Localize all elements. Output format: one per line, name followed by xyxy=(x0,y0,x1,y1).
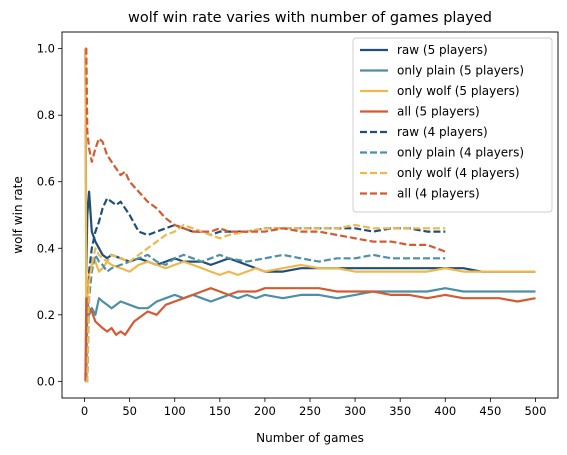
y-tick-label: 0.0 xyxy=(37,374,55,388)
y-tick-label: 0.4 xyxy=(37,241,55,255)
x-tick-label: 300 xyxy=(344,404,366,418)
legend-label-5: raw (4 players) xyxy=(397,125,488,139)
series-line-1 xyxy=(84,48,536,273)
x-tick-label: 0 xyxy=(81,404,88,418)
x-tick-label: 350 xyxy=(389,404,411,418)
x-tick-label: 250 xyxy=(299,404,321,418)
legend: raw (5 players) only plain (5 players) onl… xyxy=(352,37,553,213)
legend-label-4: all (5 players) xyxy=(397,105,480,119)
x-tick-label: 150 xyxy=(209,404,231,418)
x-tick-label: 400 xyxy=(434,404,456,418)
x-tick-label: 450 xyxy=(479,404,501,418)
y-axis-label: wolf win rate xyxy=(11,176,25,253)
chart-title: wolf win rate varies with number of game… xyxy=(128,10,492,26)
legend-label-7: only wolf (4 players) xyxy=(397,166,520,180)
x-tick-label: 500 xyxy=(524,404,546,418)
series-line-2 xyxy=(85,287,536,383)
legend-label-1: raw (5 players) xyxy=(397,43,488,57)
y-tick-label: 0.2 xyxy=(37,308,55,322)
legend-label-6: only plain (4 players) xyxy=(397,146,524,160)
x-axis: 0 50 100 150 200 250 300 350 400 450 500 xyxy=(81,398,546,418)
series-line-3 xyxy=(84,48,536,316)
y-tick-label: 1.0 xyxy=(37,42,55,56)
y-tick-label: 0.6 xyxy=(37,175,55,189)
x-tick-label: 100 xyxy=(164,404,186,418)
y-axis: 0.0 0.2 0.4 0.6 0.8 1.0 xyxy=(37,42,62,388)
legend-label-3: only wolf (5 players) xyxy=(397,84,520,98)
series-line-7 xyxy=(85,223,446,383)
x-axis-label: Number of games xyxy=(256,431,364,445)
legend-label-2: only plain (5 players) xyxy=(397,64,524,78)
series-line-6 xyxy=(85,253,446,383)
series-line-8 xyxy=(85,47,446,253)
y-tick-label: 0.8 xyxy=(37,108,55,122)
legend-label-8: all (4 players) xyxy=(397,187,480,201)
x-tick-label: 200 xyxy=(254,404,276,418)
x-tick-label: 50 xyxy=(122,404,137,418)
legend-box xyxy=(352,37,553,213)
series-line-4 xyxy=(84,287,536,382)
series-layer xyxy=(84,47,536,383)
